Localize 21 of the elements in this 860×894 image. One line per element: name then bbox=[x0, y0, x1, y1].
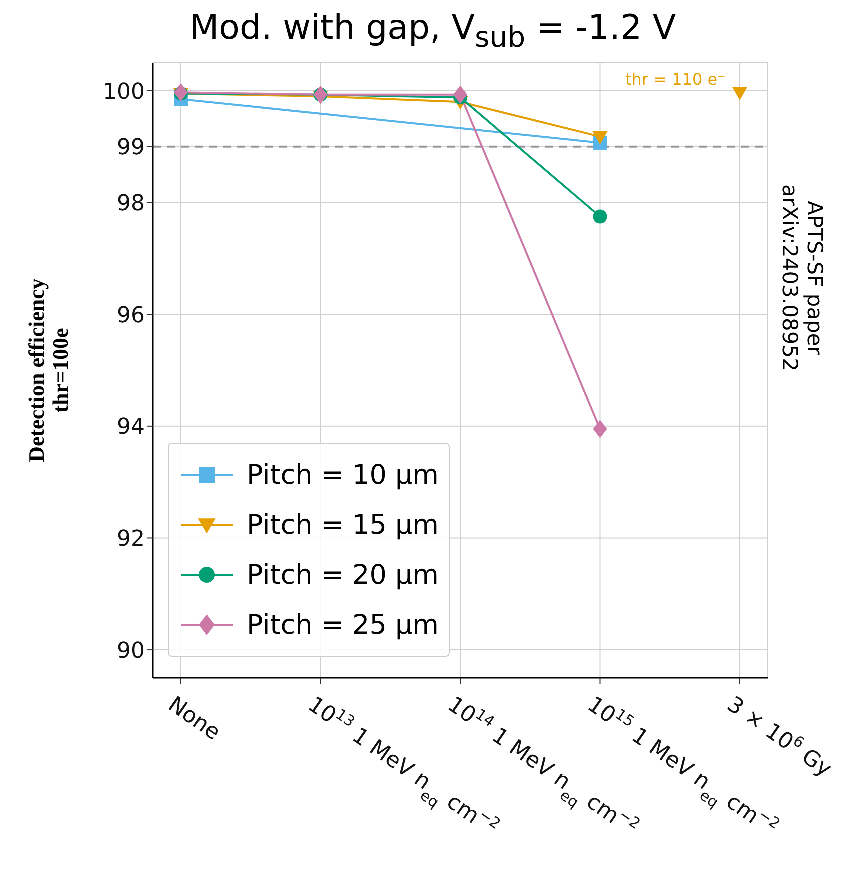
annotation: thr = 110 e⁻ bbox=[626, 70, 726, 89]
point bbox=[454, 86, 468, 104]
chart-title: Mod. with gap, V$_{sub}$ = -1.2 V bbox=[188, 8, 678, 54]
y-tick-label: 99 bbox=[117, 136, 145, 161]
point bbox=[592, 131, 608, 144]
point bbox=[732, 87, 748, 100]
y-tick-label: 90 bbox=[117, 638, 145, 664]
legend-label: Pitch = 25 µm bbox=[247, 610, 439, 640]
y-tick-label: 98 bbox=[117, 192, 145, 217]
point bbox=[593, 420, 608, 438]
y-tick-label: 96 bbox=[117, 303, 145, 328]
legend-label: Pitch = 15 µm bbox=[247, 510, 439, 540]
legend-label: Pitch = 10 µm bbox=[247, 460, 439, 490]
legend-label: Pitch = 20 µm bbox=[247, 560, 439, 590]
text: APTS-SF paper arXiv:2403.08952 bbox=[778, 184, 827, 372]
y-axis-title: Detection efficiency thr=100e bbox=[24, 278, 73, 462]
point bbox=[174, 84, 188, 102]
y-tick-label: 100 bbox=[103, 80, 145, 105]
y-tick-label: 92 bbox=[117, 527, 145, 552]
point bbox=[593, 210, 608, 224]
y-tick-label: 94 bbox=[117, 415, 145, 440]
